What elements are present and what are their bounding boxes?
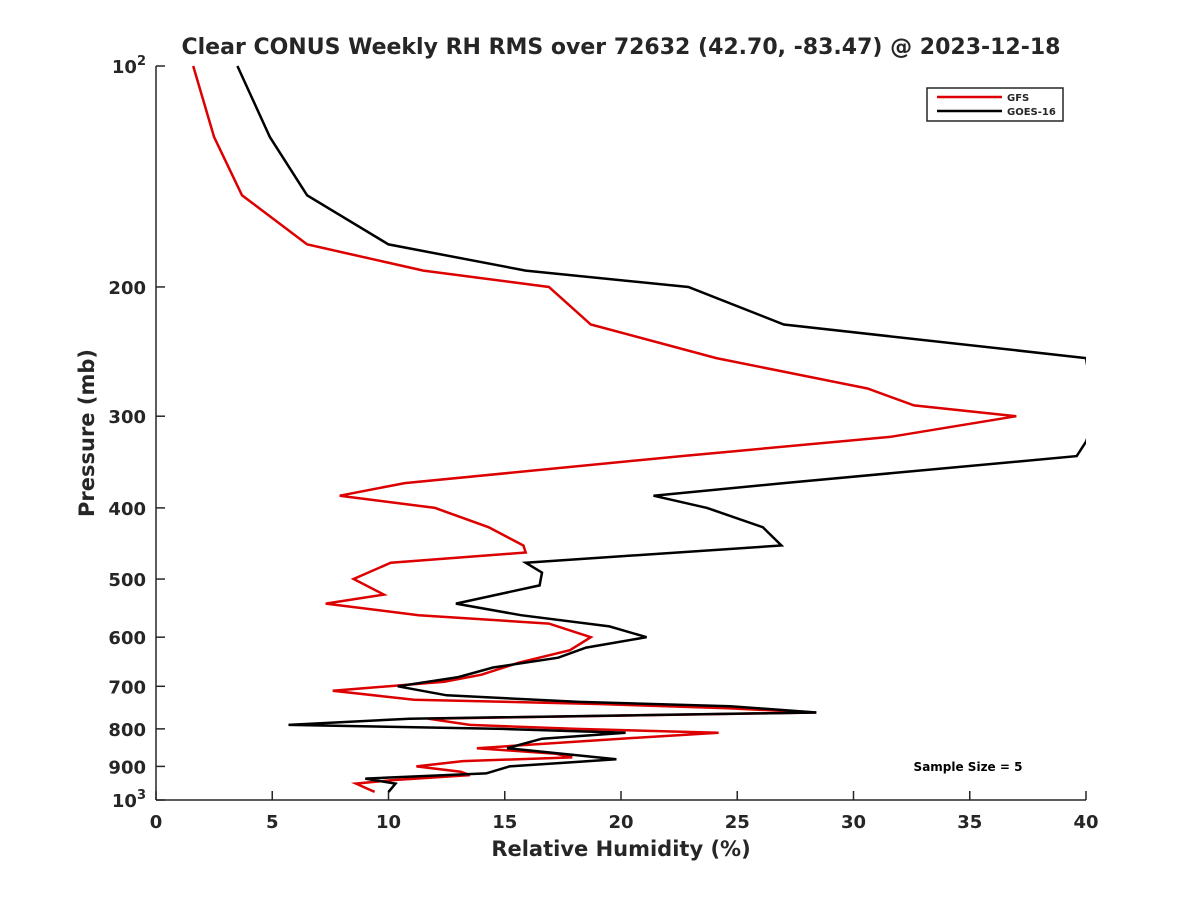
y-tick-label: 102 (112, 54, 146, 78)
y-tick-label: 700 (108, 677, 146, 698)
y-tick-label: 500 (108, 570, 146, 591)
y-tick-label: 103 (112, 788, 146, 812)
y-tick-label: 800 (108, 720, 146, 741)
y-tick-label: 600 (108, 628, 146, 649)
x-tick-label: 35 (957, 812, 982, 833)
sample-size-annotation: Sample Size = 5 (914, 760, 1023, 774)
y-axis-label: Pressure (mb) (75, 349, 99, 517)
series-line-goes-16 (236, 65, 1086, 793)
x-tick-label: 25 (725, 812, 750, 833)
x-tick-label: 10 (376, 812, 401, 833)
y-tick-label: 300 (108, 407, 146, 428)
y-tick-label: 400 (108, 499, 146, 520)
x-tick-label: 40 (1073, 812, 1098, 833)
x-tick-label: 15 (492, 812, 517, 833)
axes (155, 65, 1087, 801)
x-tick-label: 20 (608, 812, 633, 833)
tick-labels: 0 5 10 15 20 25 30 35 40 102 200 300 400 500 600 700 800… (108, 54, 1098, 833)
series-line-gfs (192, 65, 1017, 794)
legend-entry: GOES-16 (1007, 107, 1056, 118)
x-tick-label: 0 (150, 812, 163, 833)
legend: GFS GOES-16 (926, 87, 1064, 122)
chart-title: Clear CONUS Weekly RH RMS over 72632 (42… (182, 35, 1061, 60)
y-tick-label: 200 (108, 278, 146, 299)
legend-box (926, 87, 1064, 122)
x-tick-label: 5 (266, 812, 279, 833)
y-tick-label: 900 (108, 757, 146, 778)
series-lines (192, 65, 1086, 794)
x-tick-label: 30 (841, 812, 866, 833)
x-axis-label: Relative Humidity (%) (491, 837, 750, 861)
legend-entry: GFS (1007, 93, 1029, 104)
